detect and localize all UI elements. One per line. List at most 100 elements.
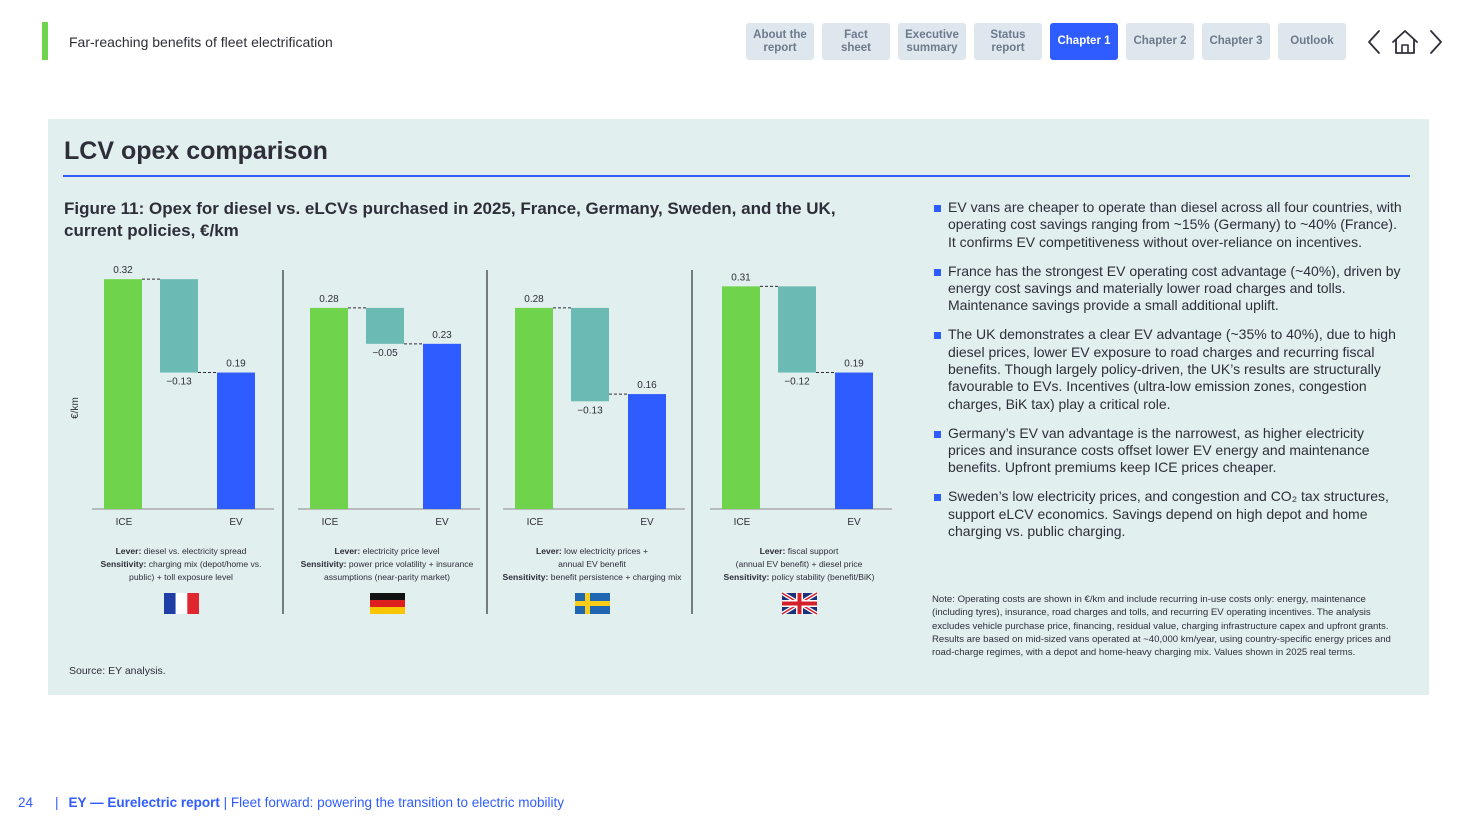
x-tick-label-ev: EV	[435, 517, 449, 528]
bar-ev	[835, 372, 873, 509]
finding-item: The UK demonstrates a clear EV advantage…	[932, 326, 1402, 412]
data-label-ice: 0.32	[113, 265, 133, 276]
x-tick-label-ev: EV	[847, 517, 861, 528]
flag-cross	[782, 601, 817, 606]
opex-waterfall-chart: €/km 0.32 −0.13 0.19 ICE EV Lever: diesel vs. …	[70, 265, 892, 616]
caption-text: power price volatility + insurance	[347, 559, 474, 569]
footer-brand[interactable]: EY — Eurelectric report	[68, 795, 220, 810]
x-tick-label-ice: ICE	[527, 517, 544, 528]
caption-bold: Sensitivity:	[101, 559, 147, 569]
caption-bold: Sensitivity:	[301, 559, 347, 569]
finding-item: France has the strongest EV operating co…	[932, 263, 1402, 315]
footer-divider: |	[223, 795, 228, 810]
panel-caption-line: Sensitivity: benefit persistence + charg…	[503, 572, 683, 582]
x-tick-label-ice: ICE	[116, 517, 133, 528]
methodology-note: Note: Operating costs are shown in €/km …	[932, 594, 1391, 659]
finding-item: EV vans are cheaper to operate than dies…	[932, 199, 1402, 251]
data-label-delta: −0.12	[784, 377, 810, 388]
x-tick-label-ev: EV	[229, 517, 243, 528]
panel-caption-line: Sensitivity: policy stability (benefit/B…	[724, 572, 875, 582]
panel-caption-line: Sensitivity: charging mix (depot/home vs…	[101, 559, 262, 569]
tab-chapter-2[interactable]: Chapter 2	[1126, 23, 1194, 60]
flag-stripe	[187, 593, 199, 614]
panel-caption-line: Lever: electricity price level	[334, 546, 439, 556]
caption-text: annual EV benefit	[558, 559, 626, 569]
key-findings-list: EV vans are cheaper to operate than dies…	[932, 199, 1402, 552]
finding-item: Sweden’s low electricity prices, and con…	[932, 488, 1402, 540]
bar-ice	[515, 307, 553, 509]
tab-chapter-3[interactable]: Chapter 3	[1202, 23, 1270, 60]
tab-fact-sheet[interactable]: Fact sheet	[822, 23, 890, 60]
data-label-delta: −0.05	[372, 348, 398, 359]
flag-stripe	[175, 593, 188, 614]
bar-delta	[778, 286, 816, 373]
chevron-right-icon[interactable]	[1426, 27, 1446, 57]
panel-caption-line: Sensitivity: power price volatility + in…	[301, 559, 474, 569]
panel-germany	[298, 307, 480, 510]
flag-stripe	[370, 593, 405, 600]
panel-caption-line: annual EV benefit	[558, 559, 626, 569]
bar-ev	[628, 394, 666, 509]
panel-caption-line: (annual EV benefit) + diesel price	[736, 559, 863, 569]
page-nav-icons	[1364, 27, 1446, 57]
data-label-ice: 0.31	[731, 272, 751, 283]
finding-item: Germany’s EV van advantage is the narrow…	[932, 425, 1402, 477]
caption-bold: Sensitivity:	[503, 572, 549, 582]
caption-text: assumptions (near-parity market)	[324, 572, 450, 582]
panel-caption-line: assumptions (near-parity market)	[324, 572, 450, 582]
caption-text: diesel vs. electricity spread	[141, 546, 246, 556]
caption-text: benefit persistence + charging mix	[548, 572, 682, 582]
flag-de-icon	[370, 593, 405, 614]
header-title: Far-reaching benefits of fleet electrifi…	[69, 34, 333, 50]
footer-separator: |	[55, 795, 59, 810]
caption-bold: Lever:	[334, 546, 360, 556]
chevron-left-icon[interactable]	[1364, 27, 1384, 57]
tab-chapter-1[interactable]: Chapter 1	[1050, 23, 1118, 60]
panel-caption-line: public) + toll exposure level	[129, 572, 233, 582]
caption-text: electricity price level	[360, 546, 439, 556]
tab-executive-summary[interactable]: Executive summary	[898, 23, 966, 60]
data-label-delta: −0.13	[577, 405, 603, 416]
flag-cross	[575, 601, 610, 606]
caption-text: fiscal support	[785, 546, 839, 556]
flag-uk-icon	[780, 591, 819, 616]
header-accent-bar	[42, 22, 48, 60]
caption-text: policy stability (benefit/BiK)	[769, 572, 874, 582]
data-label-ev: 0.19	[226, 359, 246, 370]
page-footer: 24 | EY — Eurelectric report | Fleet forwa…	[18, 795, 564, 810]
bar-ice	[722, 286, 760, 509]
caption-bold: Sensitivity:	[724, 572, 770, 582]
chapter-nav: About the report Fact sheet Executive su…	[746, 23, 1346, 60]
data-label-ice: 0.28	[319, 294, 339, 305]
source-note: Source: EY analysis.	[69, 665, 166, 677]
caption-bold: Lever:	[116, 546, 142, 556]
x-tick-label-ice: ICE	[322, 517, 339, 528]
tab-status-report[interactable]: Status report	[974, 23, 1042, 60]
bar-ice	[104, 279, 142, 509]
title-rule	[63, 175, 1410, 177]
bar-delta	[160, 279, 198, 373]
data-label-ev: 0.23	[432, 330, 452, 341]
bar-ice	[310, 307, 348, 509]
footer-report-title[interactable]: Fleet forward: powering the transition t…	[230, 795, 565, 810]
panel-caption-line: Lever: fiscal support	[760, 546, 839, 556]
bar-delta	[366, 307, 404, 344]
data-label-ev: 0.16	[637, 380, 657, 391]
caption-text: public) + toll exposure level	[129, 572, 233, 582]
panel-caption-line: Lever: diesel vs. electricity spread	[116, 546, 247, 556]
caption-text: low electricity prices +	[562, 546, 648, 556]
flag-se-icon	[575, 593, 610, 614]
panel-caption-line: Lever: low electricity prices +	[536, 546, 648, 556]
y-axis-label: €/km	[70, 397, 81, 419]
data-label-ice: 0.28	[524, 294, 544, 305]
home-icon[interactable]	[1390, 27, 1420, 57]
tab-about-the-report[interactable]: About the report	[746, 23, 814, 60]
tab-outlook[interactable]: Outlook	[1278, 23, 1346, 60]
panel-france	[92, 278, 274, 510]
flag-stripe	[370, 607, 405, 614]
flag-stripe	[370, 600, 405, 607]
bar-ev	[423, 343, 461, 509]
data-label-delta: −0.13	[166, 377, 192, 388]
x-tick-label-ice: ICE	[734, 517, 751, 528]
panel-sweden	[503, 307, 685, 510]
